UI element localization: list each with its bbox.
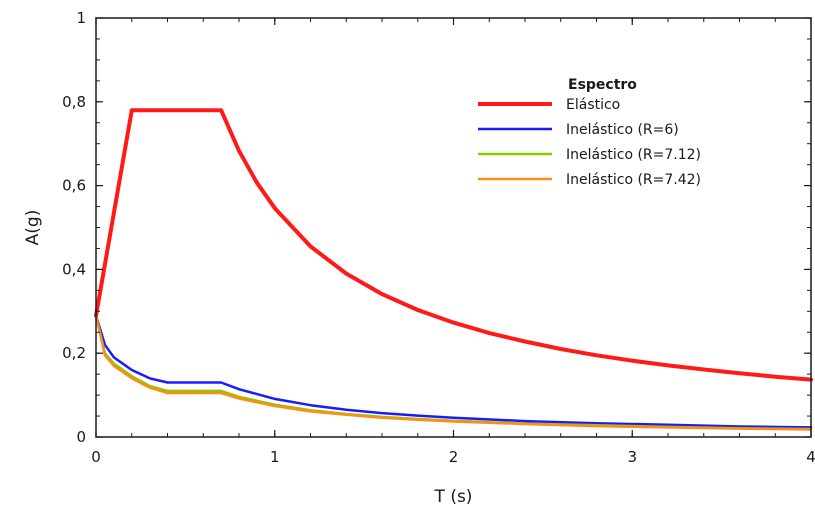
series-line-0 xyxy=(94,108,813,382)
legend-title: Espectro xyxy=(568,77,637,93)
x-tick-label: 0 xyxy=(91,448,101,466)
y-tick-label: 0,6 xyxy=(62,177,86,195)
axis-ticks xyxy=(95,17,812,438)
y-tick-label: 0,8 xyxy=(62,93,86,111)
y-tick-label: 1 xyxy=(76,9,86,27)
y-tick-label: 0 xyxy=(76,428,86,446)
x-tick-label: 2 xyxy=(449,448,459,466)
x-tick-label: 3 xyxy=(627,448,637,466)
legend-label-3: Inelástico (R=7.42) xyxy=(566,172,701,188)
series-line-1 xyxy=(94,314,813,429)
x-tick-label: 4 xyxy=(806,448,815,466)
legend: Espectro Elástico Inelástico (R=6) Inelást… xyxy=(478,77,701,188)
x-tick-label: 1 xyxy=(270,448,280,466)
legend-label-0: Elástico xyxy=(566,97,620,113)
legend-label-2: Inelástico (R=7.12) xyxy=(566,147,701,163)
y-tick-label: 0,4 xyxy=(62,260,86,278)
series-line-3 xyxy=(94,314,813,431)
axis-tick-labels: 0 1 2 3 4 0 0,2 0,4 0,6 0,8 1 xyxy=(62,9,815,466)
y-axis-title: A(g) xyxy=(23,210,43,246)
x-axis-title: T (s) xyxy=(434,487,473,507)
legend-label-1: Inelástico (R=6) xyxy=(566,122,679,138)
plot-lines xyxy=(94,108,813,431)
y-tick-label: 0,2 xyxy=(62,344,86,362)
